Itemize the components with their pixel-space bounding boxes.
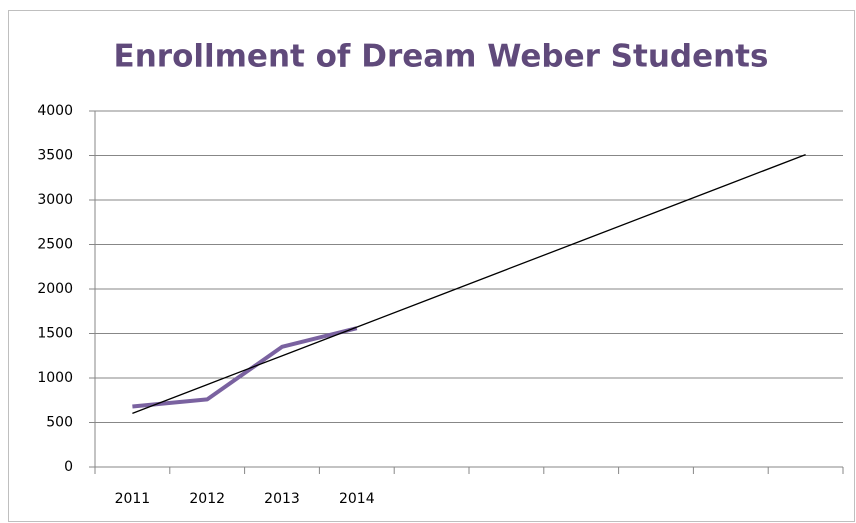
y-tick-label: 1000 [37, 370, 73, 386]
data-line [132, 326, 358, 409]
y-tick-label: 500 [46, 415, 73, 431]
y-tick-label: 2500 [37, 237, 73, 253]
x-tick-label: 2012 [189, 491, 225, 507]
y-tick-label: 1500 [37, 326, 73, 342]
trendline [132, 154, 806, 414]
chart-frame [8, 10, 855, 522]
x-tick-label: 2011 [115, 491, 151, 507]
chart-title: Enrollment of Dream Weber Students [114, 39, 769, 75]
x-tick-label: 2013 [264, 491, 300, 507]
x-tick-label: 2014 [339, 491, 375, 507]
y-tick-label: 2000 [37, 281, 73, 297]
y-tick-label: 4000 [37, 103, 73, 119]
y-tick-label: 0 [64, 459, 73, 475]
y-tick-label: 3500 [37, 148, 73, 164]
y-tick-label: 3000 [37, 192, 73, 208]
